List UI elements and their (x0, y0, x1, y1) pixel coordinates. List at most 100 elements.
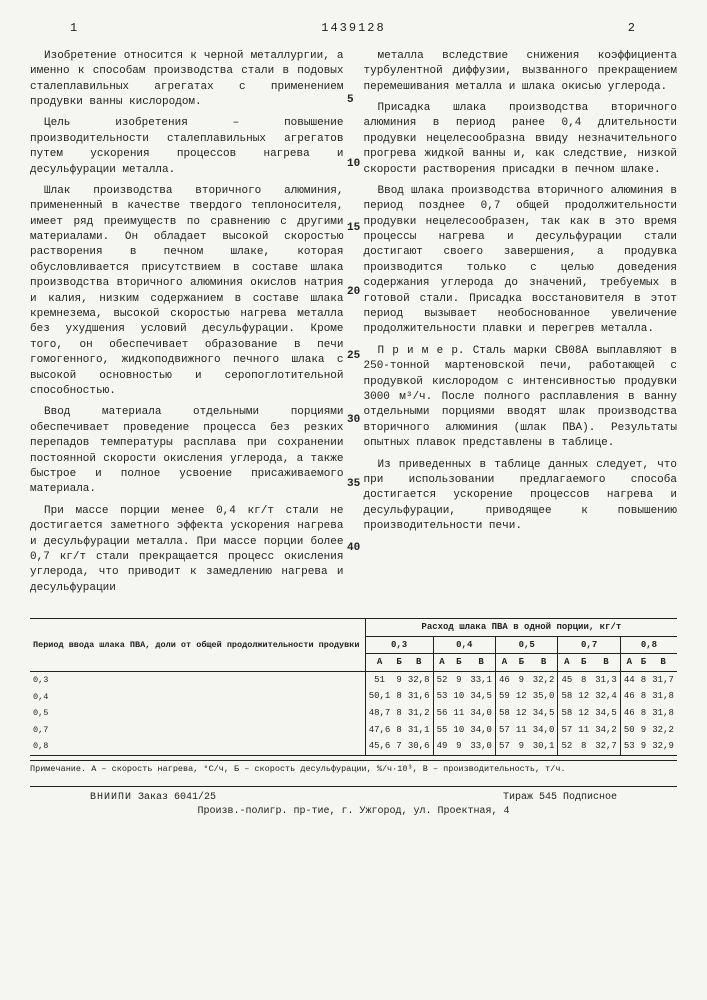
row-label: 0,8 (30, 738, 365, 755)
para: П р и м е р. Сталь марки СВ08А выплавляю… (364, 344, 678, 452)
page-num-right: 2 (628, 20, 637, 37)
cell: 8 (393, 705, 404, 722)
cell: 32,9 (649, 738, 677, 755)
cell: 34,5 (530, 705, 558, 722)
cell: 12 (575, 688, 592, 705)
group-header: 0,4 (433, 636, 495, 654)
cell: 34,0 (467, 722, 495, 739)
cell: 8 (575, 738, 592, 755)
cell: 55 (433, 722, 450, 739)
text-columns: Изобретение относится к черной металлург… (30, 49, 677, 602)
cell: 59 (495, 688, 512, 705)
cell: 58 (558, 705, 575, 722)
sub-col-header: А (495, 654, 512, 672)
header-center: 1439128 (321, 21, 385, 35)
cell: 49 (433, 738, 450, 755)
cell: 34,5 (467, 688, 495, 705)
line-marker: 10 (347, 157, 360, 172)
cell: 57 (495, 722, 512, 739)
page-num-left: 1 (70, 20, 79, 37)
cell: 31,8 (649, 688, 677, 705)
sub-col-header: В (405, 654, 433, 672)
cell: 8 (393, 688, 404, 705)
cell: 34,2 (592, 722, 620, 739)
cell: 57 (558, 722, 575, 739)
data-table: Период ввода шлака ПВА, доли от общей пр… (30, 618, 677, 756)
cell: 10 (450, 688, 467, 705)
footer: ВНИИПИ Заказ 6041/25 Тираж 545 Подписное… (30, 786, 677, 819)
para: Изобретение относится к черной металлург… (30, 49, 344, 111)
cell: 34,5 (592, 705, 620, 722)
cell: 31,7 (649, 671, 677, 688)
cell: 52 (558, 738, 575, 755)
table-row: 0,548,7831,2561134,0581234,5581234,54683… (30, 705, 677, 722)
cell: 32,2 (649, 722, 677, 739)
cell: 30,1 (530, 738, 558, 755)
cell: 9 (513, 671, 530, 688)
para: Ввод шлака производства вторичного алюми… (364, 184, 678, 338)
footer-addr: Произв.-полигр. пр-тие, г. Ужгород, ул. … (30, 805, 677, 819)
cell: 45,6 (365, 738, 393, 755)
cell: 9 (393, 671, 404, 688)
cell: 32,4 (592, 688, 620, 705)
cell: 50,1 (365, 688, 393, 705)
line-marker: 40 (347, 541, 360, 556)
line-marker: 30 (347, 413, 360, 428)
group-header: 0,8 (620, 636, 677, 654)
line-marker: 5 (347, 93, 354, 108)
cell: 8 (638, 705, 649, 722)
row-label: 0,4 (30, 688, 365, 705)
cell: 58 (495, 705, 512, 722)
cell: 56 (433, 705, 450, 722)
row-label: 0,5 (30, 705, 365, 722)
cell: 31,3 (592, 671, 620, 688)
right-column: металла вследствие снижения коэффициента… (364, 49, 678, 602)
cell: 48,7 (365, 705, 393, 722)
para: металла вследствие снижения коэффициента… (364, 49, 678, 95)
para: Цель изобретения – повышение производите… (30, 116, 344, 178)
line-marker: 25 (347, 349, 360, 364)
cell: 8 (638, 688, 649, 705)
group-header: 0,3 (365, 636, 433, 654)
sub-col-header: Б (450, 654, 467, 672)
cell: 33,0 (467, 738, 495, 755)
cell: 35,0 (530, 688, 558, 705)
cell: 53 (433, 688, 450, 705)
cell: 46 (620, 688, 637, 705)
footer-org: ВНИИПИ Заказ 6041/25 (90, 791, 216, 805)
top-header: Расход шлака ПВА в одной порции, кг/т (365, 619, 677, 637)
cell: 9 (638, 738, 649, 755)
cell: 31,1 (405, 722, 433, 739)
cell: 46 (495, 671, 512, 688)
sub-col-header: Б (513, 654, 530, 672)
footer-tirazh: Тираж 545 Подписное (503, 791, 617, 805)
cell: 45 (558, 671, 575, 688)
left-column: Изобретение относится к черной металлург… (30, 49, 344, 602)
sub-col-header: А (558, 654, 575, 672)
sub-col-header: В (467, 654, 495, 672)
row-label: 0,3 (30, 671, 365, 688)
sub-col-header: В (649, 654, 677, 672)
cell: 9 (450, 671, 467, 688)
cell: 32,7 (592, 738, 620, 755)
cell: 8 (575, 671, 592, 688)
cell: 52 (433, 671, 450, 688)
cell: 8 (393, 722, 404, 739)
sub-col-header: А (433, 654, 450, 672)
cell: 12 (513, 705, 530, 722)
cell: 57 (495, 738, 512, 755)
cell: 34,0 (467, 705, 495, 722)
sub-col-header: Б (393, 654, 404, 672)
line-marker: 15 (347, 221, 360, 236)
cell: 12 (575, 705, 592, 722)
table-row: 0,351932,852933,146932,245831,344831,7 (30, 671, 677, 688)
cell: 11 (575, 722, 592, 739)
sub-col-header: А (365, 654, 393, 672)
cell: 31,6 (405, 688, 433, 705)
sub-col-header: Б (638, 654, 649, 672)
cell: 11 (450, 705, 467, 722)
group-header: 0,5 (495, 636, 557, 654)
cell: 51 (365, 671, 393, 688)
cell: 32,8 (405, 671, 433, 688)
para: Ввод материала отдельными порциями обесп… (30, 405, 344, 497)
